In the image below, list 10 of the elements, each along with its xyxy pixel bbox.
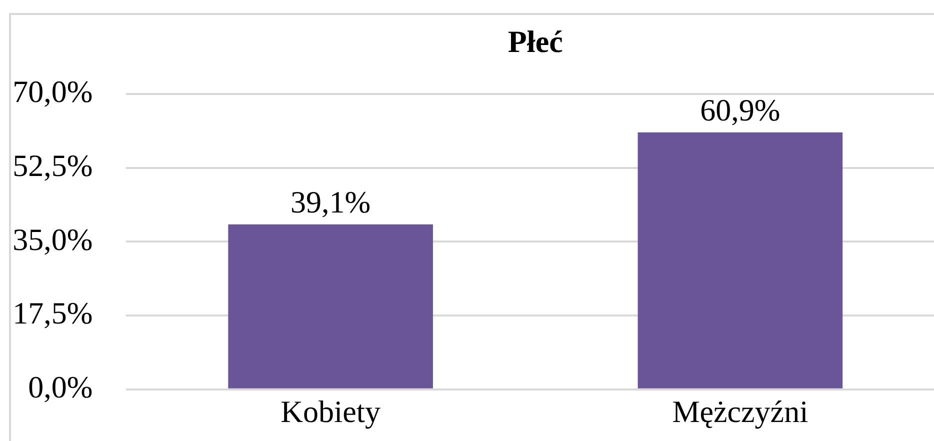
y-tick-label: 35,0% (12, 222, 93, 257)
y-tick-label: 70,0% (12, 74, 93, 110)
data-label: 39,1% (290, 184, 371, 220)
y-tick-label: 52,5% (12, 148, 93, 183)
y-tick-label: 0,0% (28, 370, 93, 405)
y-tick-label: 17,5% (12, 296, 93, 331)
x-tick-label: Mężczyźni (672, 394, 809, 430)
data-label: 60,9% (700, 92, 780, 128)
chart-title: Płeć (508, 24, 563, 59)
x-tick-label: Kobiety (280, 394, 381, 430)
